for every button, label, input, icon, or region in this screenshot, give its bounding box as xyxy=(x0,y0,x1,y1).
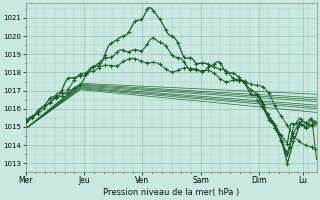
X-axis label: Pression niveau de la mer( hPa ): Pression niveau de la mer( hPa ) xyxy=(103,188,239,197)
